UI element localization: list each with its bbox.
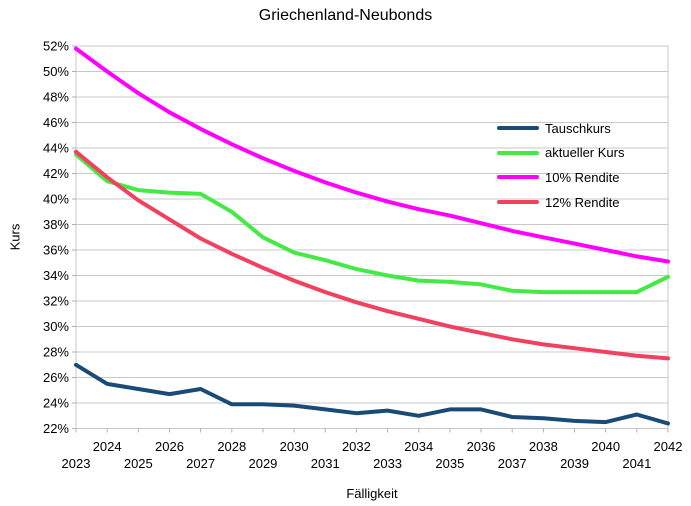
y-tick-label: 32% — [43, 294, 69, 309]
x-tick-label: 2033 — [373, 456, 402, 471]
x-tick-label: 2039 — [560, 456, 589, 471]
series-line-10-rendite — [74, 46, 670, 264]
legend-line-swatch — [497, 200, 539, 205]
legend-label: 12% Rendite — [545, 194, 620, 210]
x-tick-label: 2026 — [155, 439, 184, 454]
x-axis-title: Fälligkeit — [346, 486, 398, 501]
legend-item: 10% Rendite — [497, 165, 657, 190]
y-tick-label: 52% — [43, 39, 69, 54]
y-tick-label: 26% — [43, 370, 69, 385]
x-tick-label: 2024 — [93, 439, 122, 454]
x-tick-label: 2035 — [435, 456, 464, 471]
x-tick-label: 2028 — [217, 439, 246, 454]
y-tick-label: 42% — [43, 166, 69, 181]
plot-border — [75, 45, 669, 429]
y-tick-label: 28% — [43, 345, 69, 360]
series-line-aktueller-kurs — [74, 152, 670, 295]
x-tick-label: 2025 — [124, 456, 153, 471]
legend: Tauschkurs aktueller Kurs 10% Rendite 12% R… — [497, 116, 657, 214]
x-tick-label: 2023 — [62, 456, 91, 471]
x-tick-label: 2036 — [467, 439, 496, 454]
x-tick-label: 2040 — [591, 439, 620, 454]
legend-label: 10% Rendite — [545, 169, 620, 185]
x-tick-label: 2034 — [404, 439, 433, 454]
y-tick-label: 38% — [43, 217, 69, 232]
series-line-tauschkurs — [74, 362, 670, 426]
x-tick-label: 2042 — [654, 439, 683, 454]
x-tick-label: 2032 — [342, 439, 371, 454]
legend-label: aktueller Kurs — [545, 145, 625, 161]
y-axis-title: Kurs — [7, 223, 23, 251]
x-tick-label: 2041 — [622, 456, 651, 471]
legend-line-swatch — [497, 150, 539, 155]
legend-item: aktueller Kurs — [497, 141, 657, 166]
chart-title: Griechenland-Neubonds — [258, 7, 433, 24]
series-line-12-rendite — [74, 149, 670, 361]
legend-item: 12% Rendite — [497, 190, 657, 215]
legend-item: Tauschkurs — [497, 116, 657, 141]
legend-line-swatch — [497, 126, 539, 131]
y-tick-label: 40% — [43, 192, 69, 207]
y-tick-label: 44% — [43, 141, 69, 156]
legend-line-swatch — [497, 175, 539, 180]
y-tick-label: 24% — [43, 396, 69, 411]
x-tick-label: 2038 — [529, 439, 558, 454]
x-tick-label: 2027 — [186, 456, 215, 471]
y-tick-label: 50% — [43, 64, 69, 79]
x-tick-label: 2029 — [248, 456, 277, 471]
y-tick-label: 22% — [43, 421, 69, 436]
y-tick-label: 34% — [43, 268, 69, 283]
y-tick-label: 48% — [43, 90, 69, 105]
x-tick-label: 2037 — [498, 456, 527, 471]
y-tick-label: 46% — [43, 115, 69, 130]
x-tick-label: 2030 — [280, 439, 309, 454]
legend-label: Tauschkurs — [545, 120, 611, 136]
y-tick-label: 30% — [43, 319, 69, 334]
x-tick-label: 2031 — [311, 456, 340, 471]
y-tick-label: 36% — [43, 243, 69, 258]
